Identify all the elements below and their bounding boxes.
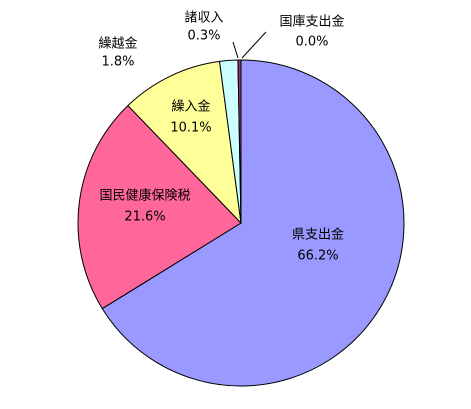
pie-slice	[101, 59, 405, 387]
slice-value-label: 1.8%	[101, 55, 134, 70]
slice-value-label: 0.3%	[187, 29, 220, 44]
slice-name: 諸収入	[184, 10, 223, 26]
slice-name: 県支出金	[292, 227, 344, 243]
slice-name: 国民健康保険税	[99, 188, 190, 204]
slice-name: 国庫支出金	[279, 14, 344, 30]
leader-line	[232, 41, 239, 59]
leader-line	[241, 31, 267, 59]
pie-slice	[77, 104, 242, 310]
pie-slice	[127, 60, 242, 225]
slice-value-label: 10.1%	[170, 121, 211, 136]
slice-name: 繰入金	[171, 99, 210, 115]
slice-value-label: 66.2%	[297, 249, 338, 264]
slice-value-label: 21.6%	[124, 210, 165, 225]
slice-name: 繰越金	[98, 36, 137, 52]
slice-value-label: 0.0%	[295, 35, 328, 50]
